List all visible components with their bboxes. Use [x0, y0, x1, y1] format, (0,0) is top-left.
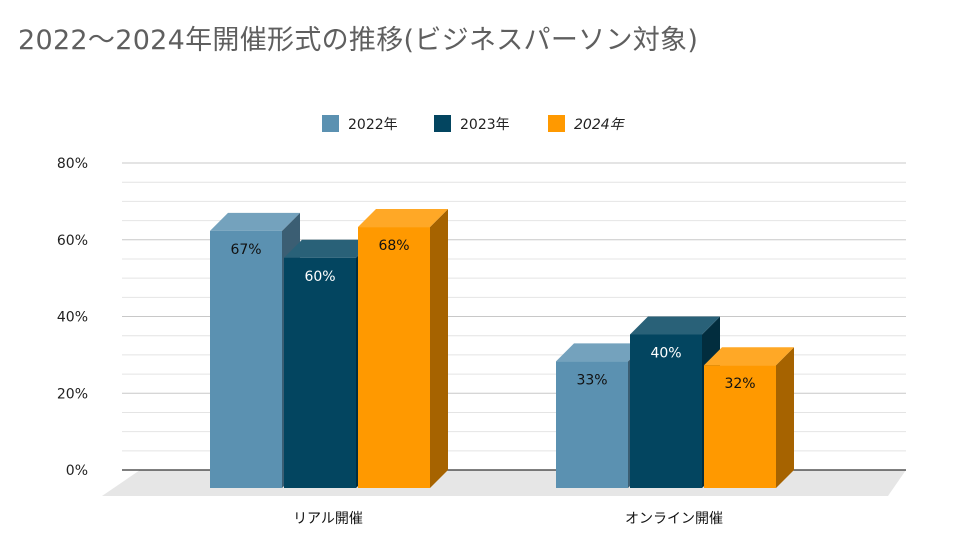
- bar-top: [358, 209, 448, 228]
- data-label: 68%: [378, 238, 409, 254]
- category-label: リアル開催: [293, 511, 363, 527]
- legend-swatch: [322, 115, 339, 132]
- bar-top: [284, 239, 374, 258]
- y-tick-label: 80%: [57, 156, 88, 172]
- legend-label: 2022年: [348, 117, 398, 133]
- bar-front: [630, 334, 702, 488]
- y-tick-label: 20%: [57, 386, 88, 402]
- y-tick-label: 0%: [66, 463, 88, 479]
- legend-label: 2023年: [460, 117, 510, 133]
- y-tick-label: 40%: [57, 310, 88, 326]
- data-label: 60%: [304, 269, 335, 285]
- bar-front: [358, 227, 430, 489]
- bar-side: [776, 347, 794, 488]
- bar-top: [704, 347, 794, 366]
- bar-side: [430, 209, 448, 489]
- legend-swatch: [548, 115, 565, 132]
- bar: [358, 209, 448, 489]
- data-label: 33%: [576, 372, 607, 388]
- legend-swatch: [434, 115, 451, 132]
- bar-top: [556, 343, 646, 362]
- data-label: 32%: [724, 376, 755, 392]
- data-label: 40%: [650, 346, 681, 362]
- bar-top: [210, 212, 300, 231]
- legend-label: 2024年: [574, 117, 626, 133]
- bar-front: [556, 361, 628, 488]
- bar-top: [630, 316, 720, 335]
- data-label: 67%: [230, 242, 261, 258]
- y-tick-label: 60%: [57, 233, 88, 249]
- bar-front: [704, 365, 776, 488]
- bar: [704, 347, 794, 488]
- chart-title: 2022〜2024年開催形式の推移(ビジネスパーソン対象): [18, 25, 699, 56]
- bar-front: [284, 257, 356, 488]
- bar-front: [210, 230, 282, 488]
- category-label: オンライン開催: [625, 511, 723, 527]
